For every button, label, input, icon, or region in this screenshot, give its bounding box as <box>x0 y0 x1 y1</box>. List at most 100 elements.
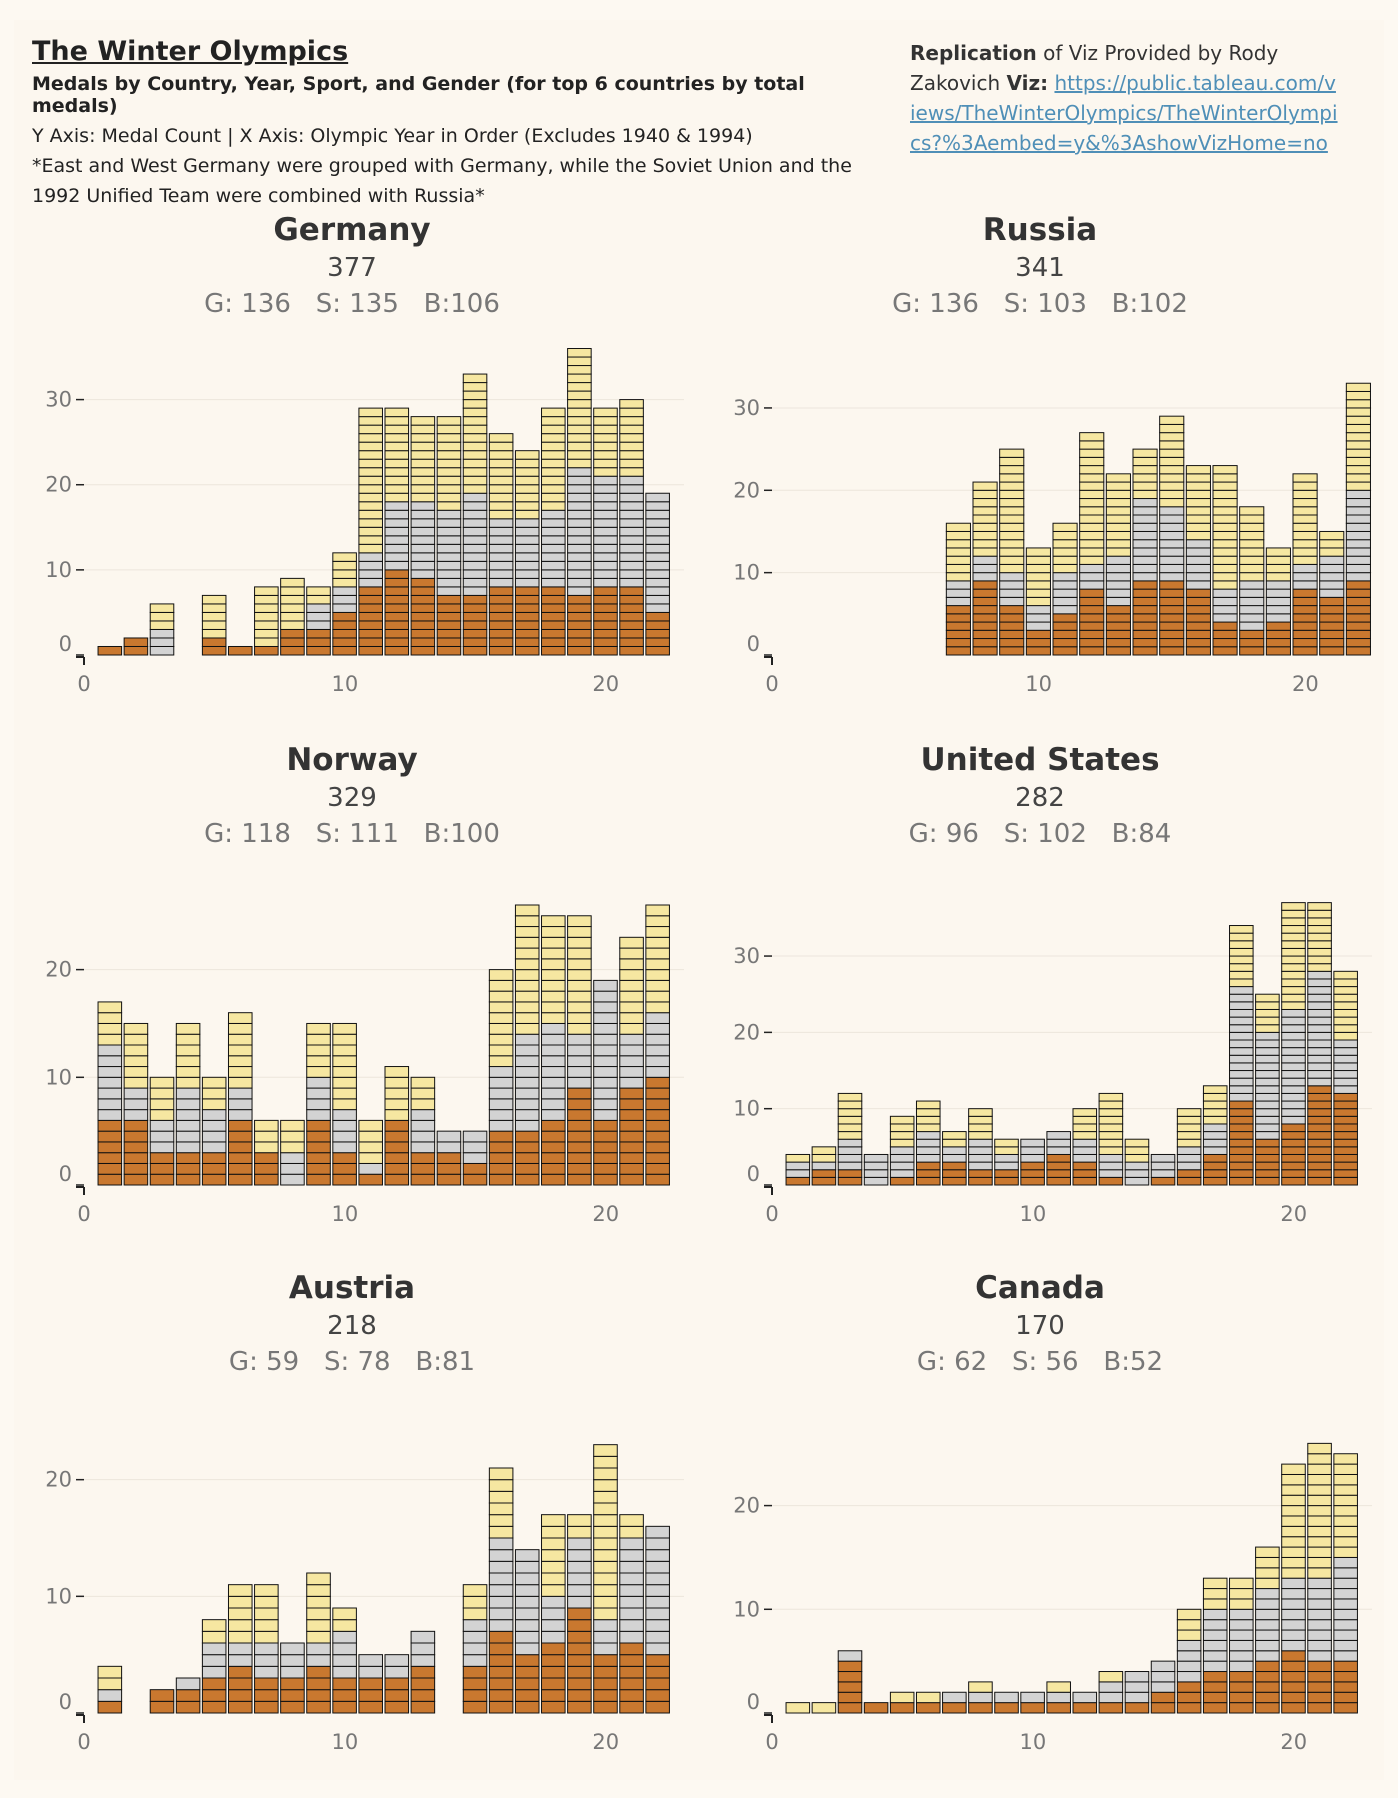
medal-cell-bronze <box>488 594 514 605</box>
medal-cell-silver <box>1229 993 1254 1003</box>
medal-cell-bronze <box>149 1700 175 1714</box>
medal-cell-silver <box>1150 1681 1176 1693</box>
medal-bar <box>541 407 566 656</box>
medal-cell-gold <box>410 1076 436 1089</box>
medal-cell-gold <box>619 1012 644 1024</box>
medal-cell-silver <box>488 552 514 562</box>
medal-cell-gold <box>410 484 436 494</box>
medal-bar <box>175 1677 201 1714</box>
medal-cell-gold <box>1345 390 1371 401</box>
medal-cell-bronze <box>567 603 592 613</box>
country-total: 341 <box>1015 253 1065 283</box>
medal-cell-gold <box>889 1115 915 1125</box>
medal-cell-bronze <box>123 645 149 656</box>
medal-cell-silver <box>514 1642 540 1656</box>
country-name: United States <box>920 742 1160 778</box>
medal-bar <box>1025 547 1051 656</box>
medal-cell-bronze <box>1079 638 1105 648</box>
medal-bar <box>1132 448 1158 656</box>
medal-cell-bronze <box>227 1677 253 1691</box>
medal-cell-gold <box>227 1033 253 1046</box>
medal-cell-silver <box>1307 1650 1332 1662</box>
medal-cell-gold <box>254 1130 279 1143</box>
medal-cell-gold <box>1079 481 1105 491</box>
medal-cell-gold <box>1281 1494 1306 1507</box>
medal-cell-gold <box>1281 902 1306 911</box>
medal-cell-gold <box>514 484 540 494</box>
medal-cell-gold <box>1281 1505 1306 1517</box>
medal-cell-gold <box>999 547 1025 557</box>
medal-cell-silver <box>541 1595 566 1609</box>
medal-cell-gold <box>541 1012 566 1024</box>
medal-cell-bronze <box>462 603 488 613</box>
medal-cell-gold <box>358 526 383 537</box>
medal-cell-silver <box>462 535 488 545</box>
medal-cell-gold <box>514 958 540 971</box>
medal-cell-bronze <box>1265 621 1291 631</box>
medal-cell-bronze <box>1185 621 1211 631</box>
medal-cell-gold <box>384 475 410 486</box>
medal-cell-bronze <box>254 645 279 656</box>
medal-cell-gold <box>514 969 540 981</box>
medal-cell-gold <box>1212 465 1238 475</box>
medal-cell-silver <box>254 1654 279 1667</box>
medal-cell-silver <box>332 1109 357 1121</box>
medal-cell-gold <box>384 458 410 469</box>
medal-cell-bronze <box>1046 1169 1071 1178</box>
medal-cell-silver <box>1229 1062 1254 1072</box>
medal-cell-silver <box>1307 1588 1332 1600</box>
medal-cell-silver <box>1098 1681 1124 1693</box>
medal-cell-gold <box>972 481 998 491</box>
medal-cell-gold <box>488 1055 514 1068</box>
medal-cell-gold <box>593 433 618 443</box>
medal-cell-gold <box>1255 1577 1280 1590</box>
credit-replication-label: Replication <box>910 41 1037 65</box>
medal-bar <box>149 1076 175 1186</box>
medal-cell-bronze <box>942 1176 967 1186</box>
medal-cell-gold <box>1229 925 1254 934</box>
medal-cell-gold <box>593 1584 618 1597</box>
medal-cell-gold <box>994 1146 1019 1155</box>
medal-cell-gold <box>593 424 618 435</box>
medal-cell-silver <box>1176 1153 1202 1163</box>
medal-cell-silver <box>1255 1598 1280 1610</box>
medal-cell-silver <box>1229 1639 1254 1652</box>
medal-cell-gold <box>1105 539 1131 549</box>
x-tick-label: 0 <box>77 1730 90 1754</box>
medal-bar <box>1098 1671 1124 1714</box>
medal-cell-bronze <box>1281 1650 1306 1662</box>
medal-cell-silver <box>306 1642 331 1656</box>
medal-cell-silver <box>619 543 644 554</box>
medal-cell-bronze <box>149 1173 175 1186</box>
medal-cell-gold <box>1345 399 1371 409</box>
medal-cell-gold <box>462 424 488 435</box>
medal-cell-silver <box>1124 1161 1150 1171</box>
medal-cell-bronze <box>358 603 383 613</box>
medal-cell-silver <box>645 1584 670 1597</box>
medal-cell-silver <box>227 1642 253 1656</box>
medal-cell-gold <box>1333 1546 1358 1558</box>
medal-cell-gold <box>1255 1024 1280 1033</box>
medal-cell-bronze <box>1046 1153 1071 1163</box>
medal-cell-silver <box>462 1152 488 1164</box>
medal-cell-silver <box>149 1141 175 1154</box>
source-link[interactable]: https://public.tableau.com/views/TheWint… <box>910 71 1338 155</box>
medal-cell-gold <box>593 1549 618 1562</box>
medal-cell-silver <box>1079 580 1105 590</box>
medal-cell-gold <box>619 433 644 443</box>
medal-cell-silver <box>541 1044 566 1057</box>
medal-cell-gold <box>280 1119 305 1132</box>
medal-cell-gold <box>1255 993 1280 1003</box>
medal-cell-silver <box>619 526 644 537</box>
medal-cell-silver <box>280 1665 305 1679</box>
medal-cell-gold <box>1281 986 1306 995</box>
medal-cell-silver <box>1281 1100 1306 1110</box>
medal-cell-gold <box>332 560 357 571</box>
medal-cell-silver <box>645 1033 670 1046</box>
medal-cell-gold <box>358 450 383 460</box>
medal-cell-silver <box>1307 986 1332 995</box>
medal-cell-bronze <box>488 1162 514 1175</box>
medal-cell-silver <box>541 543 566 554</box>
medal-cell-bronze <box>567 1141 592 1154</box>
